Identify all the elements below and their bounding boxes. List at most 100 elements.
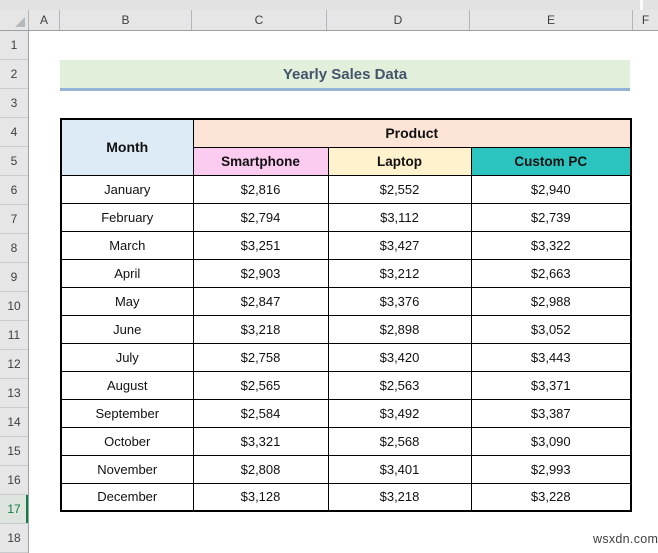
laptop-value-cell[interactable]: $2,563 [327,370,472,400]
smartphone-value-cell[interactable]: $3,321 [192,426,329,456]
laptop-value-cell[interactable]: $2,568 [327,426,472,456]
select-all-triangle-icon [15,17,25,27]
sales-table-body: January $2,816 $2,552 $2,940 February $2… [60,174,632,512]
month-cell[interactable]: April [60,258,194,288]
table-row: May $2,847 $3,376 $2,988 [60,286,632,316]
row-header-column: 1 2 3 4 5 6 7 8 9 10 11 12 13 14 15 16 17 18 [0,31,29,553]
table-row: January $2,816 $2,552 $2,940 [60,174,632,204]
smartphone-value-cell[interactable]: $2,758 [192,342,329,372]
row-header-18[interactable]: 18 [0,524,28,553]
row-header-17[interactable]: 17 [0,495,28,524]
row-header-7[interactable]: 7 [0,205,28,234]
month-cell[interactable]: August [60,370,194,400]
custom-pc-value-cell[interactable]: $2,988 [470,286,632,316]
laptop-value-cell[interactable]: $3,492 [327,398,472,428]
smartphone-value-cell[interactable]: $2,808 [192,454,329,484]
row-header-9[interactable]: 9 [0,263,28,292]
column-header-a[interactable]: A [29,10,60,30]
smartphone-value-cell[interactable]: $3,218 [192,314,329,344]
chrome-notch [640,0,643,10]
custom-pc-value-cell[interactable]: $3,371 [470,370,632,400]
month-cell[interactable]: October [60,426,194,456]
smartphone-value-cell[interactable]: $2,794 [192,202,329,232]
month-cell[interactable]: June [60,314,194,344]
smartphone-value-cell[interactable]: $2,847 [192,286,329,316]
row-header-6[interactable]: 6 [0,176,28,205]
month-cell[interactable]: July [60,342,194,372]
custom-pc-value-cell[interactable]: $3,322 [470,230,632,260]
smartphone-value-cell[interactable]: $2,816 [192,174,329,204]
smartphone-column-header[interactable]: Smartphone [192,146,329,176]
column-header-f[interactable]: F [641,13,650,27]
column-header-d[interactable]: D [327,10,470,30]
row-header-12[interactable]: 12 [0,350,28,379]
smartphone-value-cell[interactable]: $2,565 [192,370,329,400]
column-header-b[interactable]: B [60,10,192,30]
row-header-15[interactable]: 15 [0,437,28,466]
custom-pc-column-header[interactable]: Custom PC [470,146,632,176]
laptop-column-header[interactable]: Laptop [327,146,472,176]
row-header-1[interactable]: 1 [0,31,28,60]
custom-pc-value-cell[interactable]: $3,387 [470,398,632,428]
month-cell[interactable]: December [60,482,194,512]
month-cell[interactable]: February [60,202,194,232]
laptop-value-cell[interactable]: $2,898 [327,314,472,344]
laptop-value-cell[interactable]: $3,218 [327,482,472,512]
custom-pc-value-cell[interactable]: $2,993 [470,454,632,484]
row-header-2[interactable]: 2 [0,60,28,89]
column-header-e[interactable]: E [470,10,633,30]
smartphone-value-cell[interactable]: $3,251 [192,230,329,260]
column-header-c[interactable]: C [192,10,327,30]
table-row: August $2,565 $2,563 $3,371 [60,370,632,400]
table-row: October $3,321 $2,568 $3,090 [60,426,632,456]
month-cell[interactable]: November [60,454,194,484]
sheet-title-cell[interactable]: Yearly Sales Data [60,60,630,91]
row-header-13[interactable]: 13 [0,379,28,408]
row-header-3[interactable]: 3 [0,89,28,118]
table-row: December $3,128 $3,218 $3,228 [60,482,632,512]
yearly-sales-table: Month Product Smartphone Laptop Custom P… [60,118,633,512]
custom-pc-value-cell[interactable]: $3,090 [470,426,632,456]
row-header-10[interactable]: 10 [0,292,28,321]
month-header-cell[interactable]: Month [60,118,194,176]
month-cell[interactable]: March [60,230,194,260]
laptop-value-cell[interactable]: $3,212 [327,258,472,288]
row-header-5[interactable]: 5 [0,147,28,176]
watermark-text: wsxdn.com [593,532,658,546]
laptop-value-cell[interactable]: $3,401 [327,454,472,484]
table-row: April $2,903 $3,212 $2,663 [60,258,632,288]
month-cell[interactable]: January [60,174,194,204]
laptop-value-cell[interactable]: $3,420 [327,342,472,372]
table-row: November $2,808 $3,401 $2,993 [60,454,632,484]
custom-pc-value-cell[interactable]: $3,443 [470,342,632,372]
row-header-14[interactable]: 14 [0,408,28,437]
table-row: June $3,218 $2,898 $3,052 [60,314,632,344]
laptop-value-cell[interactable]: $3,112 [327,202,472,232]
laptop-value-cell[interactable]: $2,552 [327,174,472,204]
smartphone-value-cell[interactable]: $3,128 [192,482,329,512]
table-row: July $2,758 $3,420 $3,443 [60,342,632,372]
custom-pc-value-cell[interactable]: $2,663 [470,258,632,288]
custom-pc-value-cell[interactable]: $2,940 [470,174,632,204]
laptop-value-cell[interactable]: $3,427 [327,230,472,260]
table-row: March $3,251 $3,427 $3,322 [60,230,632,260]
laptop-value-cell[interactable]: $3,376 [327,286,472,316]
column-header-row: A B C D E F [0,10,658,31]
custom-pc-value-cell[interactable]: $2,739 [470,202,632,232]
row-header-16[interactable]: 16 [0,466,28,495]
row-header-8[interactable]: 8 [0,234,28,263]
smartphone-value-cell[interactable]: $2,903 [192,258,329,288]
month-cell[interactable]: September [60,398,194,428]
product-header-cell[interactable]: Product [192,118,632,148]
row-header-4[interactable]: 4 [0,118,28,147]
month-cell[interactable]: May [60,286,194,316]
select-all-corner[interactable] [0,10,29,30]
table-row: February $2,794 $3,112 $2,739 [60,202,632,232]
product-header-row: Month Product [60,118,632,176]
row-header-11[interactable]: 11 [0,321,28,350]
custom-pc-value-cell[interactable]: $3,228 [470,482,632,512]
custom-pc-value-cell[interactable]: $3,052 [470,314,632,344]
table-row: September $2,584 $3,492 $3,387 [60,398,632,428]
smartphone-value-cell[interactable]: $2,584 [192,398,329,428]
